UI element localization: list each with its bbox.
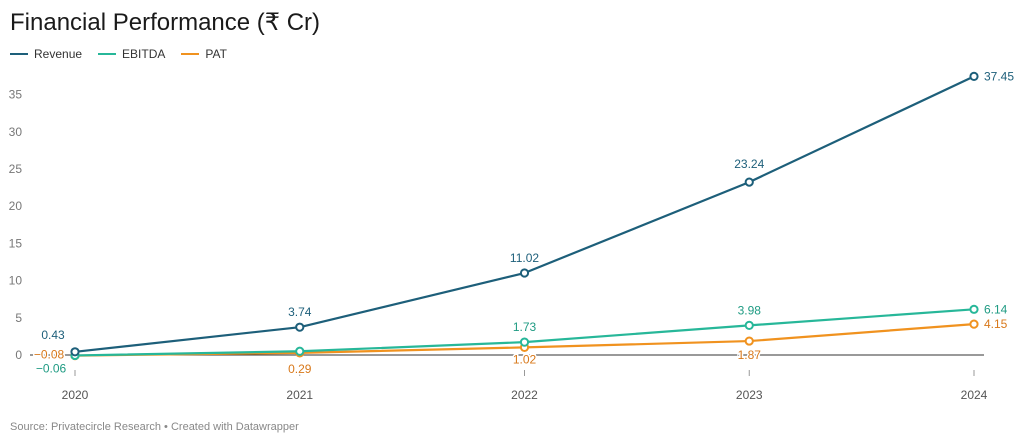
y-tick-label: 5 — [15, 311, 22, 325]
series-line-revenue — [74, 75, 975, 353]
x-tick-label: 2024 — [961, 388, 988, 402]
data-label-pat: 1.02 — [513, 352, 537, 366]
data-point-revenue — [519, 268, 530, 278]
x-tick-label: 2022 — [511, 388, 538, 402]
data-label-revenue: 37.45 — [984, 69, 1014, 83]
x-tick-label: 2020 — [62, 388, 89, 402]
data-label-ebitda: 3.98 — [738, 303, 762, 317]
y-tick-label: 0 — [15, 348, 22, 362]
legend-item-revenue: Revenue — [10, 47, 82, 61]
data-point-revenue — [295, 322, 305, 332]
data-point-revenue — [969, 71, 979, 81]
y-tick-label: 10 — [9, 274, 23, 288]
chart-title: Financial Performance (₹ Cr) — [10, 9, 321, 36]
y-tick-label: 35 — [9, 88, 23, 102]
data-point-ebitda — [744, 320, 754, 330]
legend: Revenue EBITDA PAT — [10, 47, 227, 61]
data-label-revenue: 23.24 — [734, 157, 764, 171]
y-tick-label: 20 — [9, 199, 23, 213]
legend-swatch-ebitda — [98, 53, 117, 55]
x-tick-label: 2021 — [286, 388, 313, 402]
data-label-ebitda: 1.73 — [513, 320, 537, 334]
data-point-revenue — [744, 177, 754, 187]
data-label-revenue: 3.74 — [288, 305, 312, 319]
data-point-ebitda — [295, 346, 305, 356]
data-label-pat: 0.29 — [288, 362, 312, 376]
data-label-pat: 1.87 — [738, 348, 762, 362]
y-tick-label: 30 — [9, 125, 23, 139]
legend-swatch-pat — [181, 53, 200, 55]
y-tick-label: 25 — [9, 162, 23, 176]
data-point-ebitda — [969, 304, 979, 314]
legend-label-ebitda: EBITDA — [122, 47, 166, 61]
data-label-pat: −0.08 — [34, 348, 65, 362]
y-tick-label: 15 — [9, 236, 23, 250]
legend-item-pat: PAT — [181, 47, 227, 61]
data-label-ebitda: −0.06 — [36, 361, 67, 375]
legend-swatch-revenue — [10, 53, 28, 55]
data-label-revenue: 11.02 — [510, 251, 539, 265]
source-note: Source: Privatecircle Research • Created… — [10, 421, 299, 433]
legend-label-revenue: Revenue — [34, 47, 83, 61]
legend-item-ebitda: EBITDA — [98, 47, 165, 61]
data-label-revenue: 0.43 — [41, 328, 65, 342]
data-label-pat: 4.15 — [984, 317, 1008, 331]
data-point-revenue — [70, 347, 80, 357]
legend-label-pat: PAT — [205, 47, 227, 61]
data-point-pat — [969, 319, 979, 329]
data-label-ebitda: 6.14 — [984, 302, 1008, 316]
data-point-pat — [744, 336, 754, 346]
x-tick-label: 2023 — [736, 388, 763, 402]
data-point-ebitda — [519, 337, 530, 347]
